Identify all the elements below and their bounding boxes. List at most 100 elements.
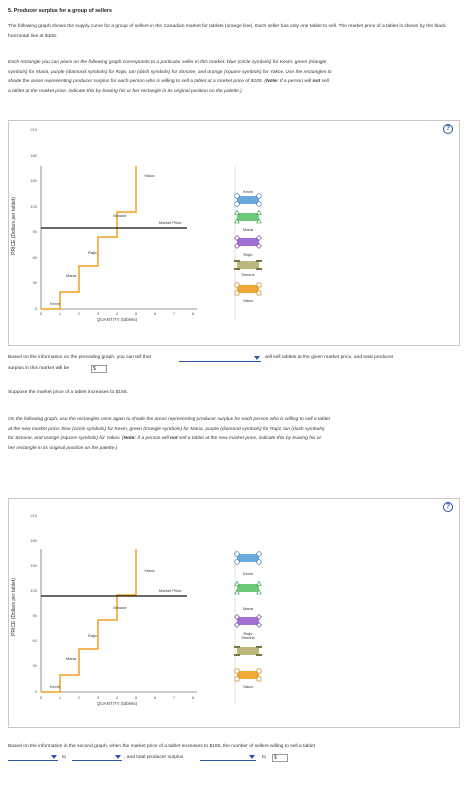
rajiv-step-label: Rajiv <box>88 250 97 255</box>
triangle-icon <box>256 589 262 595</box>
sellers-change-dropdown[interactable] <box>8 753 58 761</box>
y-tick: 90 <box>33 229 38 234</box>
plot-area-1: Market Price Kevin Maria Rajiv Simone Ya… <box>40 166 197 310</box>
help-icon[interactable]: ? <box>443 502 453 512</box>
y-tick: 210 <box>30 513 37 518</box>
simone-palette-label: Simone <box>241 635 255 640</box>
rajiv-rect-shape[interactable] <box>237 238 259 246</box>
kevin-rectangle[interactable] <box>234 551 262 565</box>
y-tick: 90 <box>33 613 38 618</box>
surplus-change-dropdown[interactable] <box>200 753 256 761</box>
simone-rectangle[interactable] <box>234 260 262 270</box>
diamond-icon <box>256 614 262 620</box>
instructions-1-line-1: Each rectangle you can place on the foll… <box>8 60 327 65</box>
circle-icon <box>256 193 262 199</box>
triangle-icon <box>256 218 262 224</box>
circle-icon <box>234 559 240 565</box>
maria-rect-shape[interactable] <box>237 584 259 592</box>
circle-icon <box>234 201 240 207</box>
triangle-icon <box>234 218 240 224</box>
chevron-down-icon <box>249 755 255 759</box>
x-tick: 7 <box>173 311 176 316</box>
market-price-label: Market Price <box>159 588 182 593</box>
supply-curve <box>41 549 137 693</box>
not-label: not <box>170 436 178 441</box>
x-tick: 8 <box>192 311 195 316</box>
surplus-input-1[interactable]: $ <box>91 365 107 373</box>
kevin-rect-shape[interactable] <box>237 196 259 204</box>
x-tick: 6 <box>154 311 157 316</box>
kevin-step-label: Kevin <box>50 684 60 689</box>
maria-step-label: Maria <box>66 273 77 278</box>
rajiv-rect-shape[interactable] <box>237 617 259 625</box>
q2-text-a: Based on the information in the second g… <box>8 744 315 749</box>
triangle-icon <box>234 209 240 215</box>
q1-text-a: Based on the information on the precedin… <box>8 355 152 360</box>
simone-rectangle[interactable] <box>234 646 262 656</box>
q2-to-1: to <box>62 755 67 760</box>
x-tick: 8 <box>192 695 195 700</box>
y-tick: 150 <box>30 178 37 183</box>
x-tick: 3 <box>97 311 100 316</box>
graph-panel-1: ? PRICE (Dollars per tablet) 0 30 60 90 … <box>8 120 460 346</box>
note-label: Note: <box>266 79 279 84</box>
kevin-rect-shape[interactable] <box>237 554 259 562</box>
x-tick: 7 <box>173 695 176 700</box>
triangle-icon <box>234 589 240 595</box>
question-title: 5. Producer surplus for a group of selle… <box>8 8 112 14</box>
simone-palette-label: Simone <box>241 272 255 277</box>
yakov-rectangle[interactable] <box>234 282 262 296</box>
market-price-label: Market Price <box>159 220 182 225</box>
y-tick: 150 <box>30 563 37 568</box>
not-label: not <box>312 79 321 84</box>
circle-icon <box>256 559 262 565</box>
instructions-1-line-3b: If a person will <box>278 79 313 84</box>
chevron-down-icon <box>254 356 260 360</box>
maria-rect-shape[interactable] <box>237 213 259 221</box>
diamond-icon <box>234 243 240 249</box>
simone-rect-shape[interactable] <box>237 647 259 655</box>
rajiv-step-label: Rajiv <box>88 633 97 638</box>
plot-area-2: Market Price Kevin Maria Rajiv Simone Ya… <box>40 549 197 693</box>
suppose-text: Suppose the market price of a tablet inc… <box>8 390 128 395</box>
rajiv-rectangle[interactable] <box>234 614 262 628</box>
intro-text: The following graph shows the supply cur… <box>8 24 446 39</box>
dash-icon <box>256 260 262 262</box>
x-tick: 6 <box>154 695 157 700</box>
supply-graph-1: PRICE (Dollars per tablet) 0 30 60 90 12… <box>11 127 262 322</box>
square-icon <box>234 676 240 682</box>
circle-icon <box>234 193 240 199</box>
y-ticks: 0 30 60 90 120 150 180 210 240 <box>30 513 38 694</box>
note-label: Note: <box>123 436 137 441</box>
simone-step-label: Simone <box>113 605 127 610</box>
sellers-count-dropdown[interactable] <box>72 753 122 761</box>
diamond-icon <box>234 614 240 620</box>
circle-icon <box>256 201 262 207</box>
diamond-icon <box>234 622 240 628</box>
sellers-dropdown-1[interactable] <box>179 354 261 362</box>
y-tick: 120 <box>30 204 37 209</box>
maria-rectangle[interactable] <box>234 209 262 224</box>
y-axis-label: PRICE (Dollars per tablet) <box>11 197 17 255</box>
x-tick: 5 <box>135 695 138 700</box>
instructions-2: On the following graph, use the rectangl… <box>8 415 460 453</box>
x-tick: 1 <box>59 311 62 316</box>
maria-rectangle[interactable] <box>234 580 262 595</box>
square-icon <box>256 282 262 288</box>
diamond-icon <box>256 622 262 628</box>
simone-step-label: Simone <box>113 213 127 218</box>
yakov-rectangle[interactable] <box>234 668 262 682</box>
yakov-rect-shape[interactable] <box>237 671 259 679</box>
simone-rect-shape[interactable] <box>237 261 259 269</box>
y-tick: 180 <box>30 538 37 543</box>
yakov-rect-shape[interactable] <box>237 285 259 293</box>
x-tick: 2 <box>78 695 81 700</box>
x-tick: 0 <box>40 695 43 700</box>
palette-2: Kevin Maria Rajiv <box>234 549 262 704</box>
instructions-1-line-2: symbols) for Maria, purple (diamond symb… <box>8 69 332 75</box>
rajiv-rectangle[interactable] <box>234 235 262 249</box>
surplus-input-2[interactable]: $ <box>272 754 288 762</box>
kevin-rectangle[interactable] <box>234 193 262 207</box>
maria-step-label: Maria <box>66 656 77 661</box>
help-icon[interactable]: ? <box>443 124 453 134</box>
